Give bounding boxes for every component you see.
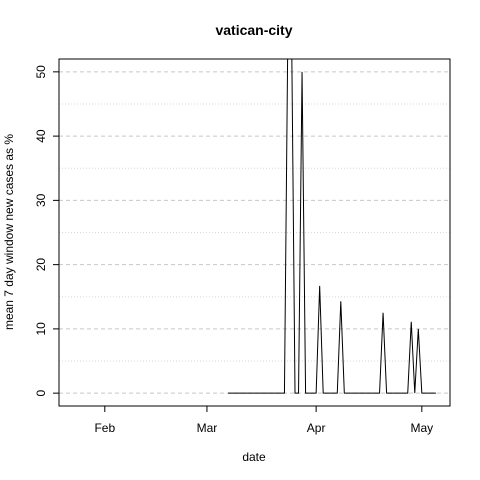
x-tick-label: Feb xyxy=(94,421,115,435)
y-tick-label: 50 xyxy=(34,65,48,79)
series-line xyxy=(228,59,436,394)
plot-frame xyxy=(58,58,451,407)
y-tick-label: 40 xyxy=(34,129,48,143)
x-axis: Feb Mar Apr May xyxy=(94,406,433,435)
x-tick-label: Apr xyxy=(307,421,326,435)
y-tick-label: 20 xyxy=(34,258,48,272)
x-tick-label: Mar xyxy=(197,421,218,435)
y-axis-label: mean 7 day window new cases as % xyxy=(2,134,16,330)
grid xyxy=(59,71,450,394)
x-tick-label: May xyxy=(410,421,433,435)
y-axis: 0 10 20 30 40 50 xyxy=(34,65,59,396)
y-tick-label: 10 xyxy=(34,322,48,336)
y-tick-label: 0 xyxy=(34,389,48,396)
x-axis-label: date xyxy=(242,450,266,464)
y-tick-label: 30 xyxy=(34,193,48,207)
chart-title: vatican-city xyxy=(215,22,292,38)
